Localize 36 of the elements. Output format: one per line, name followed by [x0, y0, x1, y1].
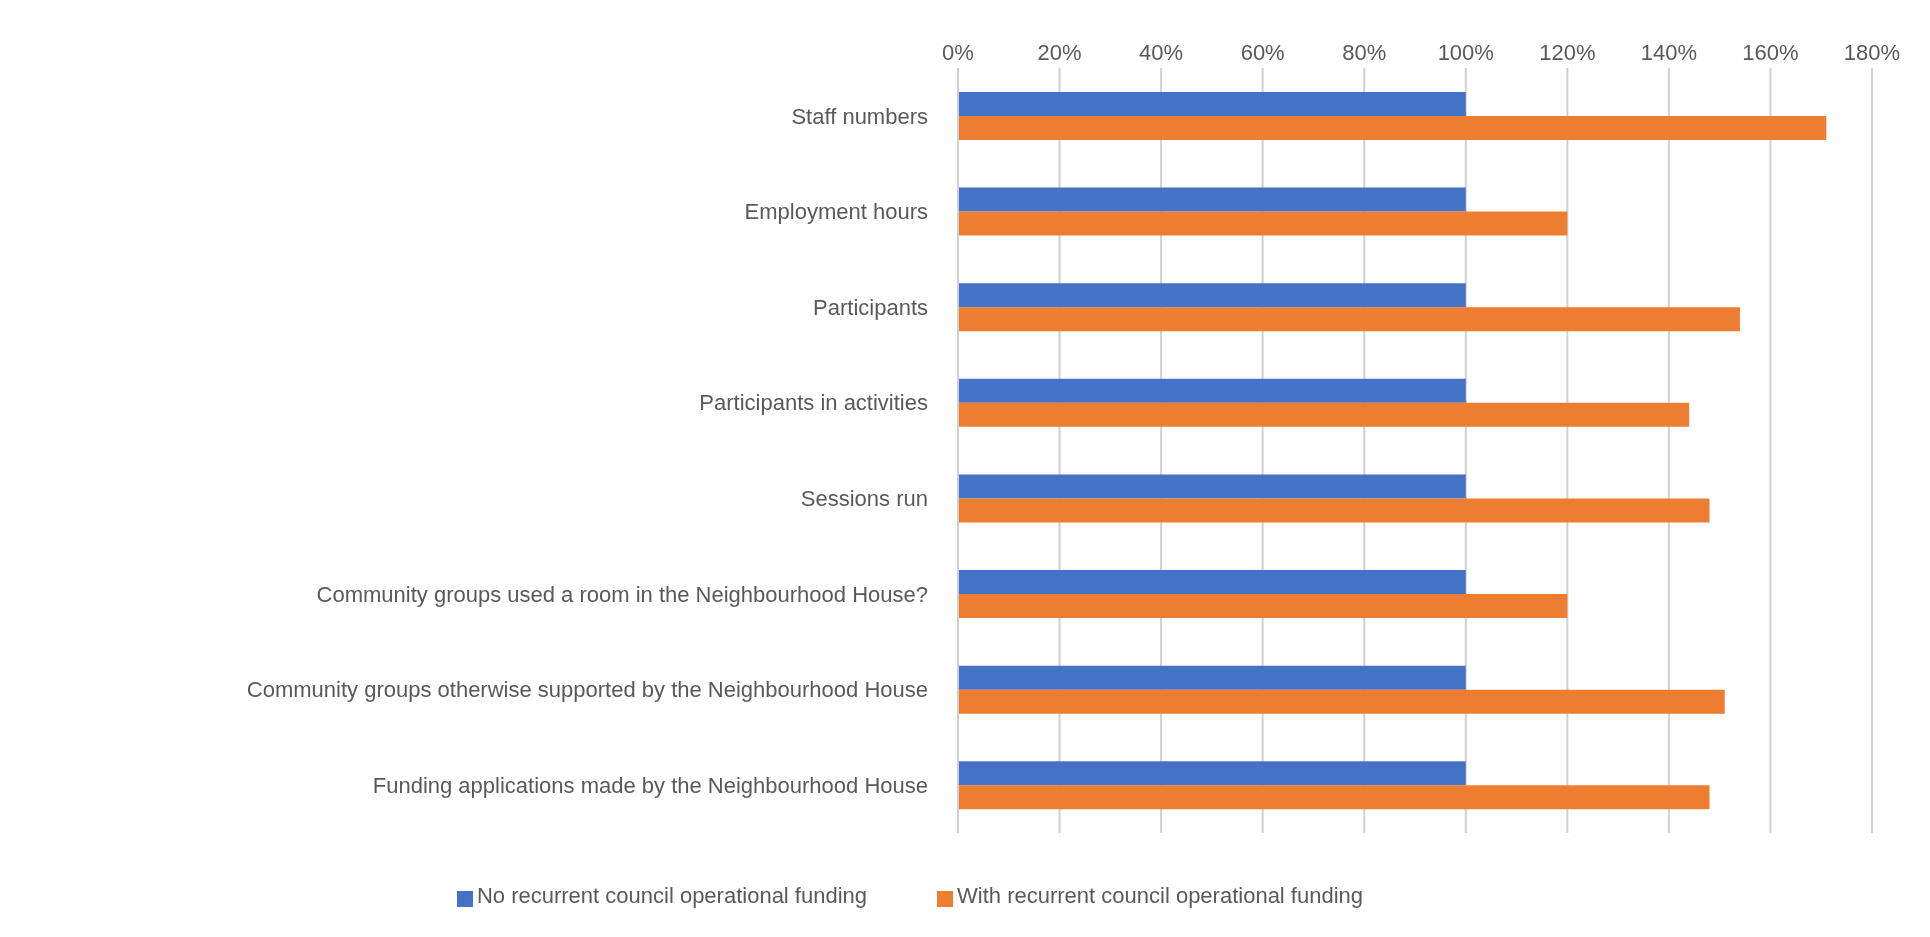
legend-label: No recurrent council operational funding [476, 883, 868, 908]
y-tick-label: Participants in activities [699, 390, 928, 416]
bar [958, 187, 1466, 212]
x-tick-label: 20% [1037, 40, 1082, 65]
bar [958, 570, 1466, 595]
bar [958, 498, 1710, 523]
bar [958, 761, 1466, 786]
y-tick-label: Funding applications made by the Neighbourhood House [372, 773, 928, 798]
x-tick-label: 140% [1640, 40, 1698, 65]
y-tick-label: Community groups otherwise supported by the Neighbourhood House [246, 677, 928, 703]
bar [958, 785, 1710, 810]
y-tick-label: Employment hours [744, 199, 928, 225]
bar [958, 665, 1466, 690]
x-tick-label: 0% [942, 40, 974, 65]
bar [958, 91, 1466, 116]
y-tick-label: Sessions run [800, 486, 928, 512]
x-tick-label: 160% [1742, 40, 1799, 65]
bar [958, 402, 1690, 427]
x-tick-label: 60% [1240, 40, 1285, 65]
x-tick-label: 40% [1139, 40, 1184, 65]
bar [958, 594, 1568, 619]
x-tick-label: 100% [1437, 40, 1494, 65]
bar [958, 474, 1466, 499]
legend-label: With recurrent council operational funding [957, 883, 1364, 908]
bar [958, 115, 1827, 140]
x-tick-label: 120% [1539, 40, 1596, 65]
bar [958, 211, 1568, 236]
bar [958, 689, 1725, 714]
y-tick-label: Participants [813, 294, 928, 320]
y-tick-label: Community groups used a room in the Neighbourhood House? [316, 581, 928, 607]
x-tick-label: 80% [1342, 40, 1387, 65]
y-tick-label: Staff numbers [791, 103, 928, 129]
bar [958, 283, 1466, 308]
x-tick-label: 180% [1843, 40, 1901, 65]
bar [958, 307, 1740, 332]
bar [958, 378, 1466, 403]
